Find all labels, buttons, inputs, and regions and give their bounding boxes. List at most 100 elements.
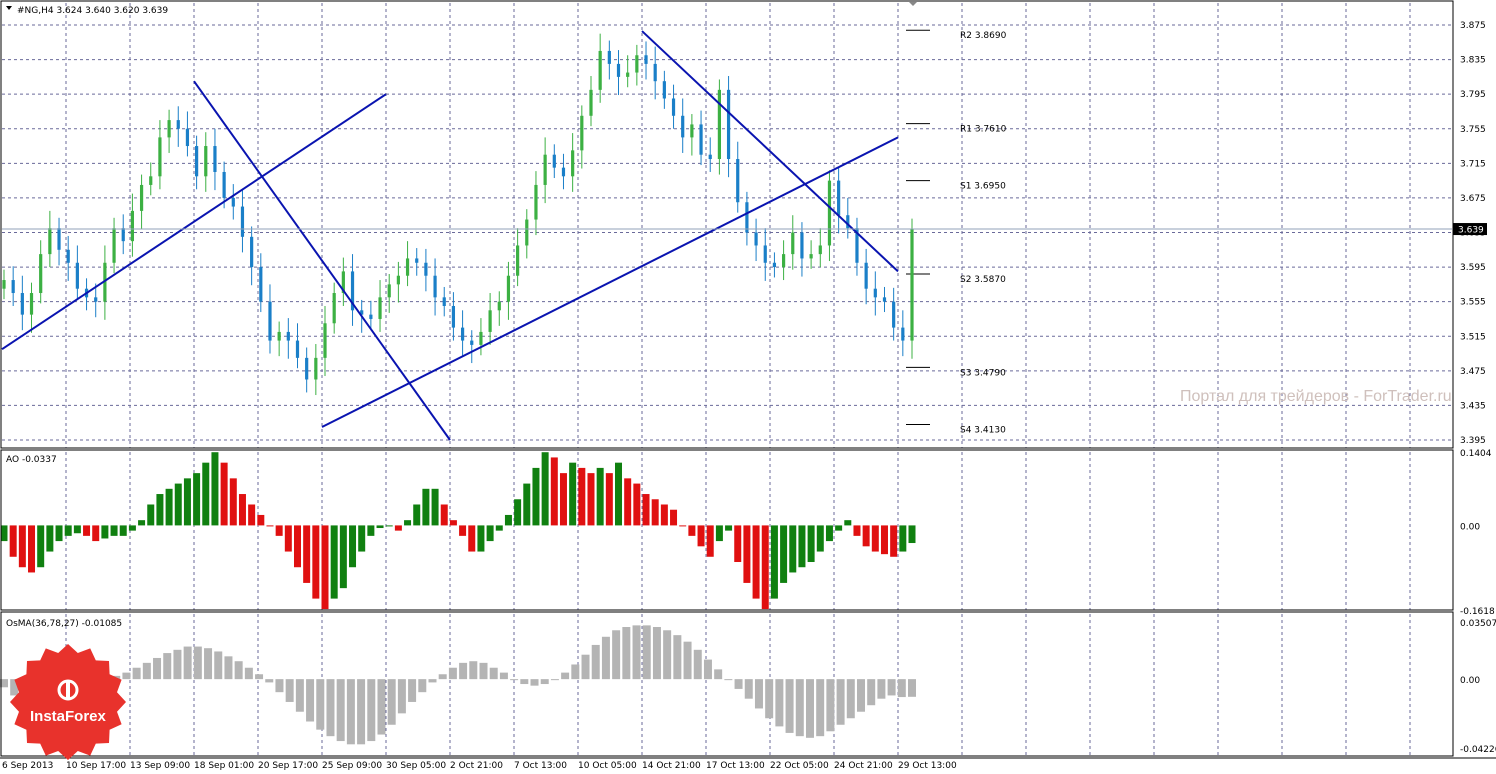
ao-bar <box>651 499 659 526</box>
osma-bar <box>255 674 264 680</box>
osma-bar <box>153 657 162 680</box>
ao-bar <box>706 525 714 557</box>
osma-bar <box>663 630 672 680</box>
osma-bar <box>459 662 468 680</box>
trendlines <box>1 30 899 441</box>
panel-frame <box>0 0 1454 449</box>
osma-bar <box>785 679 794 733</box>
ao-bar <box>761 525 769 610</box>
bull-candle <box>497 301 501 311</box>
pivot-level-label: S1 3.6950 <box>960 182 1006 192</box>
osma-bar <box>612 630 621 680</box>
bear-candle <box>66 249 70 263</box>
osma-bar <box>591 644 600 680</box>
ao-bar <box>147 504 155 526</box>
bear-candle <box>864 262 868 289</box>
bear-candle <box>561 167 566 177</box>
time-tick-label: 10 Sep 17:00 <box>66 761 126 771</box>
ao-bar <box>238 494 246 526</box>
price-tick-label: 3.435 <box>1460 401 1486 411</box>
bear-candle <box>20 293 24 315</box>
current-price-tag <box>1453 223 1487 236</box>
ao-bar <box>211 452 219 526</box>
bear-candle <box>772 262 777 268</box>
logo-badge <box>10 644 126 760</box>
trendline <box>321 136 899 428</box>
bear-candle <box>882 297 887 302</box>
trendline <box>193 80 451 441</box>
bull-candle <box>167 120 171 138</box>
bull-candle <box>910 229 914 341</box>
ao-bar <box>514 499 522 526</box>
osma-bar <box>193 646 202 680</box>
osma-bar <box>326 679 335 737</box>
osma-bar <box>275 679 284 693</box>
bear-candle <box>873 288 877 298</box>
ao-bar <box>477 525 485 552</box>
osma-bar <box>703 659 712 680</box>
bear-candle <box>424 262 428 276</box>
time-tick-label: 29 Oct 13:00 <box>898 761 957 771</box>
ao-bar <box>321 525 329 610</box>
shift-marker-icon <box>909 2 917 6</box>
bear-candle <box>726 89 731 160</box>
ao-bar <box>725 525 733 531</box>
price-tick-label: 3.835 <box>1460 56 1486 66</box>
ao-bar <box>101 525 109 539</box>
price-tick-label: 3.395 <box>1460 436 1486 446</box>
ao-bar <box>770 525 778 599</box>
ao-bar <box>18 525 26 568</box>
bull-candle <box>479 331 483 345</box>
bear-candle <box>11 280 15 294</box>
bear-candle <box>195 146 199 177</box>
bear-candle <box>75 262 79 289</box>
osma-bar <box>469 661 478 680</box>
osma-bar <box>448 667 457 680</box>
bear-candle <box>736 159 740 203</box>
bull-candle <box>690 124 694 138</box>
price-tick-label: 3.555 <box>1460 298 1486 308</box>
ao-bar <box>46 525 54 552</box>
pivot-levels: R2 3.8690 R1 3.7610 S1 3.6950 S2 3.5870 S3 3… <box>906 29 1007 435</box>
osma-bar <box>816 679 825 737</box>
bear-candle <box>552 154 556 168</box>
bull-candle <box>387 284 391 298</box>
ao-bar <box>587 473 595 526</box>
osma-bar <box>224 656 233 680</box>
logo-emblem-bar <box>66 680 70 698</box>
price-tick-label: 3.475 <box>1460 367 1486 377</box>
bear-candle <box>213 146 217 172</box>
osma-bar <box>714 669 723 680</box>
ao-bar <box>899 525 907 552</box>
osma-bar <box>285 679 294 702</box>
bear-candle <box>855 228 859 263</box>
osma-bar <box>826 679 835 732</box>
bear-candle <box>892 301 896 328</box>
bear-candle <box>286 331 290 341</box>
bull-candle <box>405 258 410 276</box>
bull-candle <box>204 146 208 177</box>
ao-bar <box>119 525 127 536</box>
bear-candle <box>451 305 456 328</box>
osma-bar <box>795 679 804 737</box>
bear-candle <box>369 314 373 319</box>
ao-bar <box>394 525 402 531</box>
ao-bar <box>220 462 228 526</box>
ao-bar <box>138 520 146 526</box>
ao-bar <box>404 520 412 526</box>
osma-bar <box>316 679 325 730</box>
pivot-level-label: S3 3.4790 <box>960 368 1006 378</box>
bear-candle <box>644 55 648 64</box>
bear-candle <box>607 50 611 64</box>
osma-bar <box>908 679 916 697</box>
osma-bar <box>397 679 406 714</box>
ao-bar <box>743 525 751 583</box>
ao-bar <box>890 525 898 557</box>
osma-bar <box>754 679 763 709</box>
osma-title: OsMA(36,78,27) -0.01085 <box>6 619 122 629</box>
ao-bar <box>358 525 366 552</box>
bear-candle <box>699 124 703 155</box>
bear-candle <box>57 228 61 250</box>
bull-candle <box>277 331 281 341</box>
bear-candle <box>415 258 419 263</box>
